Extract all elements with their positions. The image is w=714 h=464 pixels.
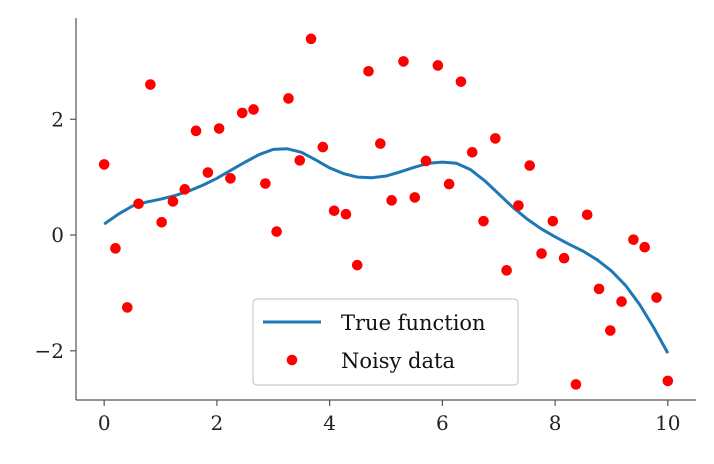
- scatter-point: [363, 65, 374, 77]
- scatter-point: [409, 192, 421, 203]
- scatter-point: [443, 178, 455, 190]
- scatter-point: [213, 123, 225, 134]
- legend: True function Noisy data: [252, 298, 519, 386]
- scatter-point: [662, 375, 674, 387]
- scatter-point: [524, 160, 536, 171]
- scatter-point: [490, 133, 501, 144]
- scatter-point: [570, 379, 582, 390]
- scatter-point: [236, 107, 248, 119]
- x-tick-label: 4: [323, 411, 336, 435]
- scatter-point: [271, 226, 282, 237]
- scatter-point: [283, 93, 294, 104]
- scatter-point: [351, 259, 363, 271]
- scatter-point: [547, 215, 559, 227]
- scatter-point: [593, 283, 605, 295]
- scatter-point: [340, 208, 352, 220]
- scatter-point: [616, 296, 627, 307]
- scatter-point: [581, 209, 593, 221]
- y-tick-label: 2: [51, 107, 64, 131]
- scatter-point: [558, 252, 570, 264]
- scatter-point: [455, 76, 467, 87]
- scatter-point: [639, 241, 651, 253]
- x-axis-ticks: 0 2 4 6 8 10: [98, 400, 681, 435]
- x-tick-label: 6: [436, 411, 449, 435]
- scatter-point: [513, 200, 524, 211]
- legend-swatch-dot: [286, 354, 298, 366]
- scatter-point: [305, 33, 317, 45]
- scatter-point: [432, 60, 444, 71]
- scatter-point: [375, 138, 386, 149]
- scatter-point: [179, 184, 191, 195]
- y-tick-label: −2: [35, 339, 64, 363]
- scatter-point: [121, 302, 133, 313]
- scatter-point: [501, 265, 512, 276]
- scatter-point: [98, 159, 110, 170]
- scatter-point: [145, 79, 156, 90]
- scatter-point: [478, 215, 489, 227]
- legend-label-noisy-data: Noisy data: [341, 349, 455, 373]
- scatter-point: [156, 217, 167, 228]
- scatter-point: [605, 325, 616, 336]
- x-tick-label: 2: [211, 411, 224, 435]
- scatter-point: [133, 198, 144, 210]
- y-axis-ticks: −2 0 2: [35, 107, 76, 363]
- scatter-point: [225, 173, 236, 184]
- x-tick-label: 0: [98, 411, 111, 435]
- scatter-point: [110, 243, 121, 254]
- scatter-point: [466, 146, 478, 158]
- scatter-point: [651, 292, 662, 303]
- scatter-point: [260, 178, 271, 189]
- axes: [75, 18, 696, 401]
- y-tick-label: 0: [51, 223, 64, 247]
- scatter-point: [420, 155, 432, 167]
- scatter-point: [248, 104, 259, 115]
- scatter-point: [536, 248, 547, 259]
- scatter-point: [328, 205, 340, 217]
- scatter-point: [202, 167, 214, 178]
- scatter-point: [398, 56, 409, 67]
- x-tick-label: 8: [549, 411, 562, 435]
- plot-area: [98, 33, 674, 390]
- legend-label-true-function: True function: [341, 311, 486, 335]
- scatter-point: [317, 141, 329, 153]
- scatter-point: [628, 234, 639, 245]
- scatter-point: [190, 125, 202, 137]
- scatter-point: [386, 195, 397, 206]
- scatter-point: [167, 196, 179, 207]
- series-line-true-function: [103, 147, 670, 354]
- x-tick-label: 10: [655, 411, 680, 435]
- scatter-point: [294, 155, 306, 166]
